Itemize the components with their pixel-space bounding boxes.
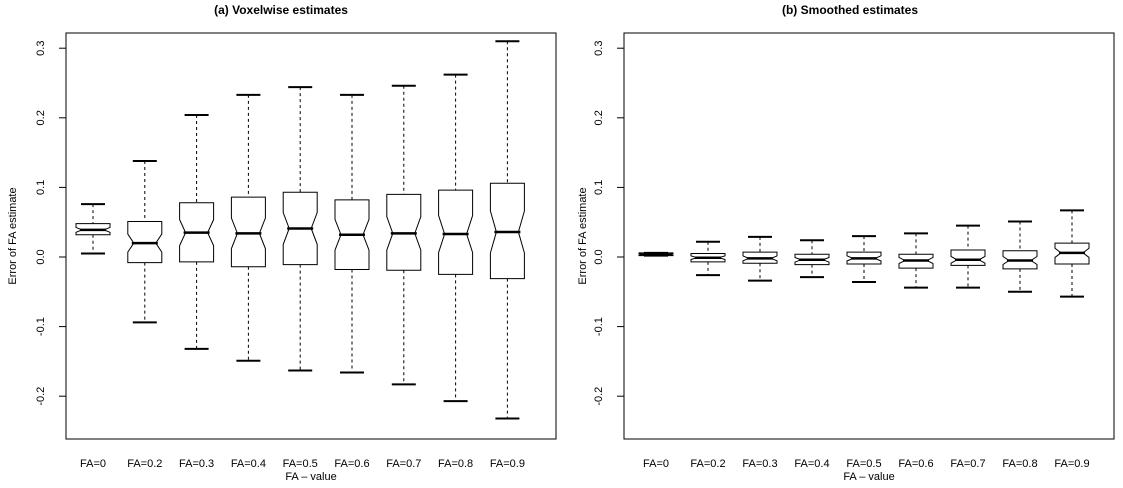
- panel-title: (a) Voxelwise estimates: [214, 3, 348, 17]
- x-tick-label: FA=0.9: [490, 458, 525, 470]
- panel-smoothed: (b) Smoothed estimates Error of FA estim…: [577, 3, 1115, 483]
- y-tick-label: -0.2: [35, 387, 47, 406]
- y-tick-label: 0.2: [35, 110, 47, 125]
- box-FA=0.5: [282, 86, 318, 372]
- y-tick-label: 0.0: [35, 249, 47, 264]
- x-axis: FA=0 FA=0.2 FA=0.3 FA=0.4 FA=0.5 FA=0.6 FA=0.7…: [80, 458, 525, 470]
- box-FA=0.6: [334, 93, 370, 374]
- x-tick-label: FA=0.2: [127, 458, 162, 470]
- y-tick-label: -0.1: [35, 317, 47, 336]
- x-tick-label: FA=0.4: [794, 458, 829, 470]
- y-tick-label: 0.0: [593, 249, 605, 264]
- x-tick-label: FA=0.3: [179, 458, 214, 470]
- y-tick-label: -0.2: [593, 387, 605, 406]
- panel-title: (b) Smoothed estimates: [782, 3, 918, 17]
- box-FA=0.2: [690, 240, 726, 277]
- box-FA=0.4: [794, 239, 830, 279]
- box-FA=0.6: [898, 232, 934, 289]
- box-body: [950, 249, 986, 266]
- box-FA=0.9: [489, 40, 525, 420]
- x-tick-label: FA=0.9: [1054, 458, 1089, 470]
- plot-frame: [65, 32, 557, 440]
- x-tick-label: FA=0.7: [386, 458, 421, 470]
- box-FA=0.5: [846, 235, 882, 284]
- x-tick-label: FA=0.3: [742, 458, 777, 470]
- y-tick-label: 0.1: [35, 180, 47, 195]
- x-axis-label: FA – value: [285, 471, 336, 483]
- box-FA=0: [75, 203, 111, 255]
- y-axis: -0.2 -0.1 0.0 0.1 0.2 0.3: [593, 41, 624, 406]
- x-axis-label: FA – value: [843, 471, 894, 483]
- x-tick-label: FA=0: [643, 458, 669, 470]
- box-FA=0.7: [386, 84, 422, 386]
- box-FA=0.3: [179, 114, 215, 350]
- y-tick-label: 0.2: [593, 110, 605, 125]
- x-tick-label: FA=0.8: [1002, 458, 1037, 470]
- y-axis: -0.2 -0.1 0.0 0.1 0.2 0.3: [35, 41, 66, 406]
- box-FA=0.4: [230, 93, 266, 362]
- x-tick-label: FA=0.5: [283, 458, 318, 470]
- box-FA=0.8: [438, 73, 474, 403]
- boxes: [638, 209, 1090, 298]
- x-tick-label: FA=0.2: [690, 458, 725, 470]
- x-tick-label: FA=0.4: [231, 458, 266, 470]
- box-body: [438, 189, 474, 275]
- y-axis-label: Error of FA estimate: [7, 187, 19, 284]
- y-tick-label: 0.3: [35, 41, 47, 56]
- x-tick-label: FA=0.7: [950, 458, 985, 470]
- x-tick-label: FA=0.6: [334, 458, 369, 470]
- box-body: [230, 196, 266, 268]
- panel-voxelwise: (a) Voxelwise estimates Error of FA esti…: [7, 3, 557, 483]
- y-axis-label: Error of FA estimate: [577, 187, 589, 284]
- boxes: [75, 40, 525, 420]
- x-tick-label: FA=0.5: [846, 458, 881, 470]
- box-FA=0.3: [742, 235, 778, 282]
- x-axis: FA=0 FA=0.2 FA=0.3 FA=0.4 FA=0.5 FA=0.6 FA=0.7…: [643, 458, 1090, 470]
- y-tick-label: 0.1: [593, 180, 605, 195]
- x-tick-label: FA=0.8: [438, 458, 473, 470]
- box-FA=0.7: [950, 224, 986, 289]
- box-FA=0: [638, 251, 674, 257]
- box-FA=0.9: [1054, 209, 1090, 298]
- plot-frame: [623, 32, 1115, 440]
- y-tick-label: 0.3: [593, 41, 605, 56]
- y-tick-label: -0.1: [593, 317, 605, 336]
- box-FA=0.2: [127, 159, 163, 324]
- x-tick-label: FA=0.6: [898, 458, 933, 470]
- x-tick-label: FA=0: [80, 458, 106, 470]
- box-FA=0.8: [1002, 220, 1038, 293]
